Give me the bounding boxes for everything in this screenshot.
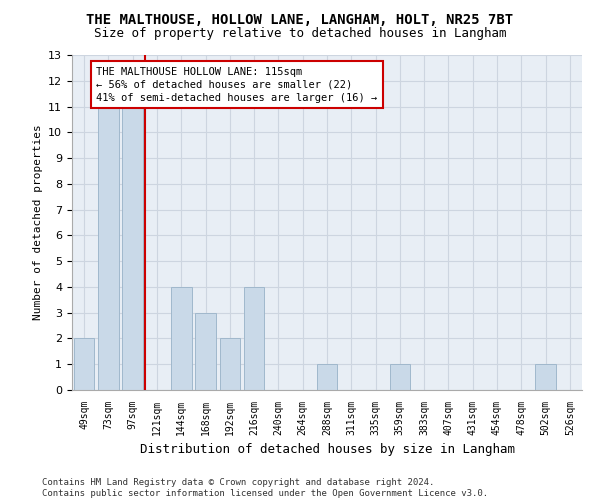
- Bar: [195, 312, 216, 390]
- Text: THE MALTHOUSE HOLLOW LANE: 115sqm
← 56% of detached houses are smaller (22)
41% : THE MALTHOUSE HOLLOW LANE: 115sqm ← 56% …: [96, 66, 377, 103]
- Bar: [220, 338, 240, 390]
- Y-axis label: Number of detached properties: Number of detached properties: [32, 124, 43, 320]
- Bar: [171, 287, 191, 390]
- Bar: [74, 338, 94, 390]
- Bar: [317, 364, 337, 390]
- Text: Size of property relative to detached houses in Langham: Size of property relative to detached ho…: [94, 28, 506, 40]
- Text: THE MALTHOUSE, HOLLOW LANE, LANGHAM, HOLT, NR25 7BT: THE MALTHOUSE, HOLLOW LANE, LANGHAM, HOL…: [86, 12, 514, 26]
- X-axis label: Distribution of detached houses by size in Langham: Distribution of detached houses by size …: [139, 444, 515, 456]
- Text: Contains HM Land Registry data © Crown copyright and database right 2024.
Contai: Contains HM Land Registry data © Crown c…: [42, 478, 488, 498]
- Bar: [244, 287, 265, 390]
- Bar: [389, 364, 410, 390]
- Bar: [122, 106, 143, 390]
- Bar: [535, 364, 556, 390]
- Bar: [98, 106, 119, 390]
